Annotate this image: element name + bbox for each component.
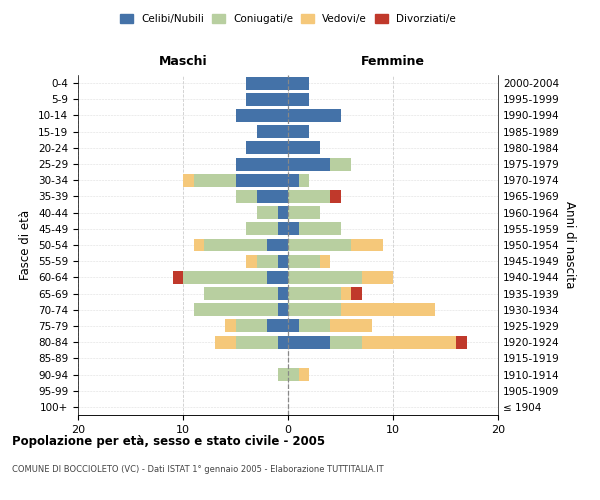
Legend: Celibi/Nubili, Coniugati/e, Vedovi/e, Divorziati/e: Celibi/Nubili, Coniugati/e, Vedovi/e, Di… (116, 10, 460, 29)
Bar (277, 304, 288, 316)
Bar (225, 320, 235, 332)
Y-axis label: Anni di nascita: Anni di nascita (563, 202, 576, 288)
Text: COMUNE DI BOCCIOLETO (VC) - Dati ISTAT 1° gennaio 2005 - Elaborazione TUTTITALIA: COMUNE DI BOCCIOLETO (VC) - Dati ISTAT 1… (12, 465, 383, 474)
Bar (330, 158, 351, 170)
Bar (288, 238, 351, 252)
Bar (235, 109, 288, 122)
Bar (257, 125, 288, 138)
Bar (288, 206, 320, 219)
Bar (299, 320, 330, 332)
Bar (193, 238, 204, 252)
Bar (215, 336, 235, 348)
Bar (288, 93, 309, 106)
Bar (257, 190, 288, 203)
Bar (288, 271, 361, 284)
Bar (235, 158, 288, 170)
Bar (299, 222, 341, 235)
Bar (330, 190, 341, 203)
Bar (341, 304, 435, 316)
Bar (277, 206, 288, 219)
Bar (361, 336, 456, 348)
Bar (351, 238, 383, 252)
Text: Popolazione per età, sesso e stato civile - 2005: Popolazione per età, sesso e stato civil… (12, 435, 325, 448)
Bar (288, 304, 341, 316)
Bar (288, 142, 320, 154)
Bar (277, 287, 288, 300)
Bar (193, 174, 235, 186)
Bar (288, 336, 330, 348)
Bar (277, 222, 288, 235)
Bar (246, 76, 288, 90)
Bar (320, 254, 330, 268)
Bar (246, 254, 257, 268)
Bar (235, 190, 257, 203)
Bar (183, 271, 267, 284)
Bar (257, 254, 277, 268)
Bar (235, 336, 277, 348)
Bar (204, 238, 267, 252)
Text: Maschi: Maschi (158, 55, 208, 68)
Bar (299, 368, 309, 381)
Bar (204, 287, 277, 300)
Bar (235, 174, 288, 186)
Bar (257, 206, 277, 219)
Bar (277, 254, 288, 268)
Bar (288, 76, 309, 90)
Text: Femmine: Femmine (361, 55, 425, 68)
Y-axis label: Fasce di età: Fasce di età (19, 210, 32, 280)
Bar (183, 174, 193, 186)
Bar (361, 271, 393, 284)
Bar (288, 368, 299, 381)
Bar (267, 320, 288, 332)
Bar (277, 336, 288, 348)
Bar (246, 222, 277, 235)
Bar (288, 254, 320, 268)
Bar (277, 368, 288, 381)
Bar (456, 336, 467, 348)
Bar (330, 336, 361, 348)
Bar (267, 238, 288, 252)
Bar (288, 125, 309, 138)
Bar (351, 287, 361, 300)
Bar (330, 320, 372, 332)
Bar (288, 287, 341, 300)
Bar (288, 222, 299, 235)
Bar (235, 320, 267, 332)
Bar (288, 190, 330, 203)
Bar (173, 271, 183, 284)
Bar (299, 174, 309, 186)
Bar (246, 142, 288, 154)
Bar (288, 158, 330, 170)
Bar (288, 109, 341, 122)
Bar (288, 174, 299, 186)
Bar (267, 271, 288, 284)
Bar (288, 320, 299, 332)
Bar (193, 304, 277, 316)
Bar (341, 287, 351, 300)
Bar (246, 93, 288, 106)
